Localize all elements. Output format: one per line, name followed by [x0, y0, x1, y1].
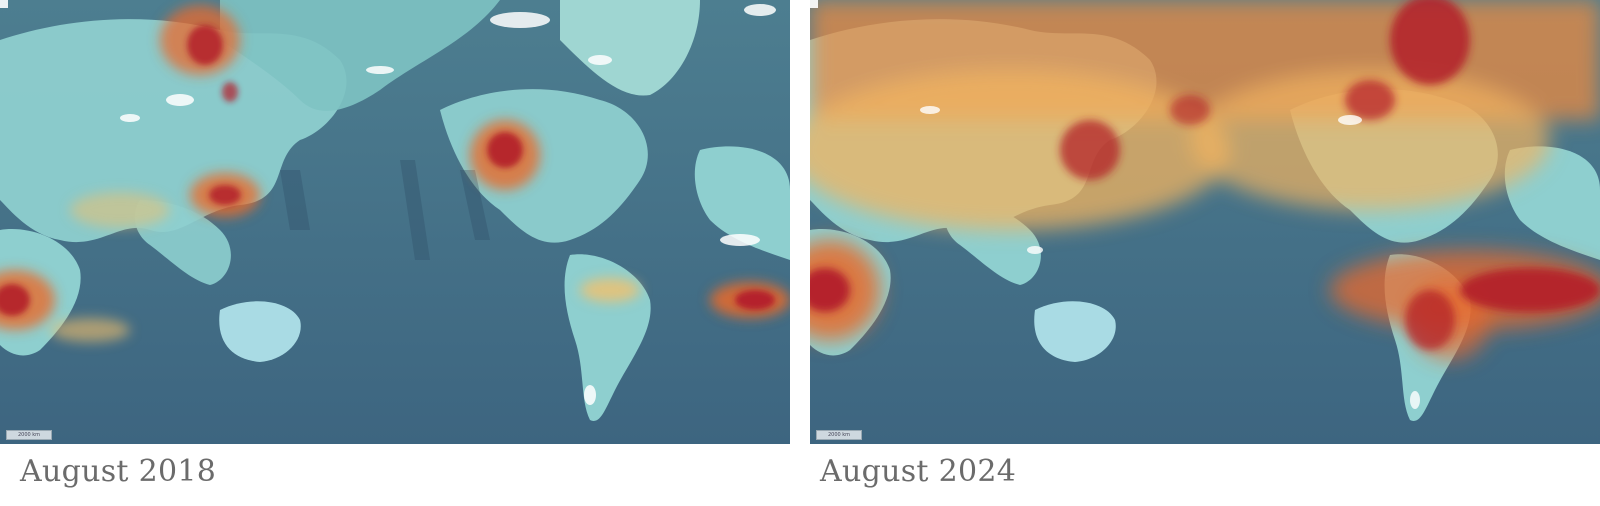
map-panel-2024[interactable]: 2000 km [810, 0, 1600, 444]
land-greenland [560, 0, 700, 96]
land-australia [219, 301, 301, 362]
scale-bar: 2000 km [816, 430, 862, 440]
land-eurasia [0, 19, 347, 243]
map-2018 [0, 0, 790, 444]
map-panel-2018[interactable]: 2000 km [0, 0, 790, 444]
map-2024 [810, 0, 1600, 444]
caption-2018: August 2018 [20, 454, 217, 489]
corner-marker [0, 0, 8, 8]
corner-marker [810, 0, 818, 8]
ice-patches [920, 106, 1420, 409]
land-europe-east [694, 146, 790, 260]
scale-bar: 2000 km [6, 430, 52, 440]
caption-2024: August 2024 [820, 454, 1017, 489]
hotspots-core [0, 25, 775, 316]
hotspots-core [810, 0, 1600, 350]
orbit-gaps [280, 160, 490, 260]
land-siberia [220, 0, 500, 111]
land-europe-east [1504, 146, 1600, 260]
ice-patches [120, 4, 776, 405]
land-australia [1034, 301, 1116, 362]
